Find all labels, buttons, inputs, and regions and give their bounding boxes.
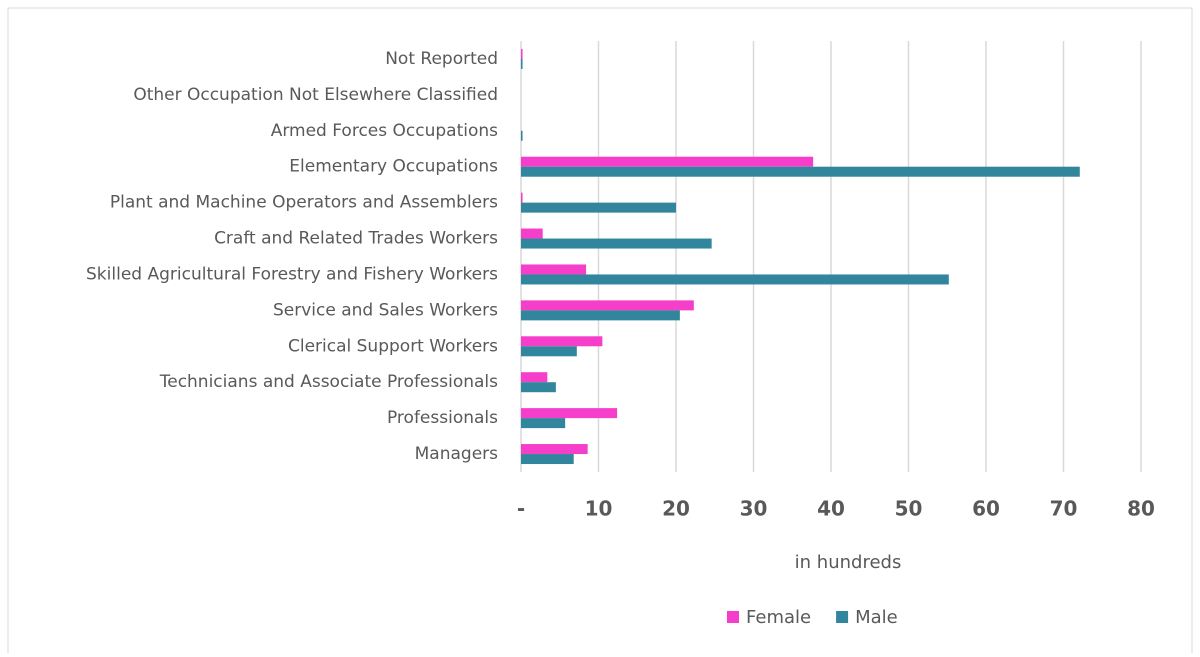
category-label: Elementary Occupations [289,157,498,177]
category-label: Technicians and Associate Professionals [159,372,498,392]
category-label: Armed Forces Occupations [271,121,498,141]
bar [521,228,543,239]
bar [521,336,603,347]
bar [521,166,1080,177]
bar [521,346,577,357]
legend-label: Female [746,607,811,628]
x-tick-label: 10 [585,497,613,521]
bar [521,58,523,69]
bar [521,48,523,59]
x-tick-label: - [517,497,525,521]
bar [521,156,814,167]
category-label: Not Reported [385,49,498,69]
x-tick-label: 60 [972,497,1000,521]
bar [521,274,949,285]
category-label: Professionals [387,408,498,428]
bar [521,310,680,321]
x-tick-label: 80 [1127,497,1155,521]
x-tick-label: 30 [740,497,768,521]
category-label: Other Occupation Not Elsewhere Classifie… [133,85,498,105]
bar [521,192,523,203]
x-tick-label: 50 [895,497,923,521]
legend-label: Male [855,607,898,628]
bar [521,454,574,465]
bar [521,372,548,383]
bar [521,238,712,249]
category-label: Service and Sales Workers [273,300,498,320]
x-tick-label: 20 [662,497,690,521]
bar [521,444,588,455]
bar [521,408,618,419]
x-axis-label: in hundreds [795,552,902,573]
category-label: Craft and Related Trades Workers [214,229,498,249]
category-label: Plant and Machine Operators and Assemble… [110,193,498,213]
category-label: Managers [415,444,499,464]
legend-swatch [836,611,849,623]
bar [521,382,556,393]
bar [521,264,587,275]
x-tick-label: 40 [817,497,845,521]
bar [521,130,523,141]
category-label: Clerical Support Workers [288,336,498,356]
bar [521,202,676,213]
bar [521,418,566,429]
category-label: Skilled Agricultural Forestry and Fisher… [86,264,498,284]
x-tick-label: 70 [1050,497,1078,521]
bar [521,300,694,311]
legend-swatch [727,611,739,623]
chart-border [7,7,1193,657]
